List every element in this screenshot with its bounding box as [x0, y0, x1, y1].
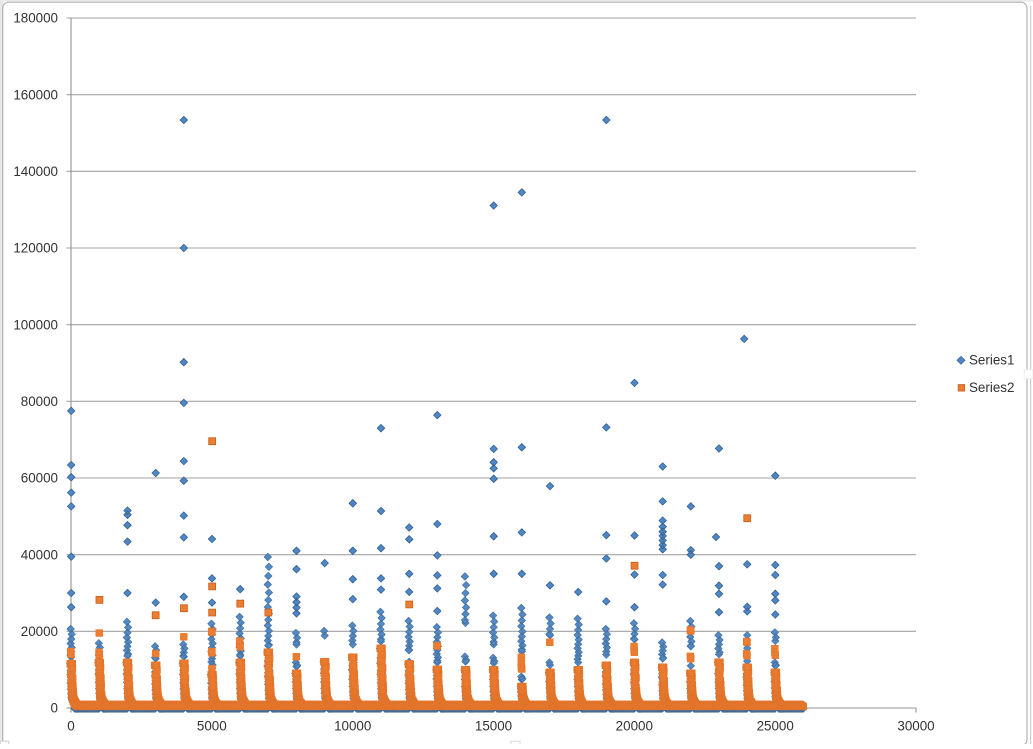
svg-text:15000: 15000	[475, 719, 512, 734]
svg-text:100000: 100000	[13, 317, 58, 332]
svg-text:120000: 120000	[13, 241, 58, 256]
svg-text:180000: 180000	[13, 11, 58, 26]
svg-text:25000: 25000	[757, 719, 794, 734]
svg-text:40000: 40000	[21, 547, 58, 562]
svg-text:10000: 10000	[334, 719, 371, 734]
svg-text:160000: 160000	[13, 87, 58, 102]
svg-text:0: 0	[67, 719, 74, 734]
svg-text:5000: 5000	[197, 719, 227, 734]
svg-text:60000: 60000	[21, 471, 58, 486]
svg-text:Series1: Series1	[969, 353, 1014, 368]
svg-text:0: 0	[51, 701, 58, 716]
svg-text:20000: 20000	[616, 719, 653, 734]
svg-text:20000: 20000	[21, 624, 58, 639]
svg-text:80000: 80000	[21, 394, 58, 409]
svg-text:30000: 30000	[897, 719, 934, 734]
svg-text:140000: 140000	[13, 164, 58, 179]
svg-text:Series2: Series2	[969, 380, 1014, 395]
